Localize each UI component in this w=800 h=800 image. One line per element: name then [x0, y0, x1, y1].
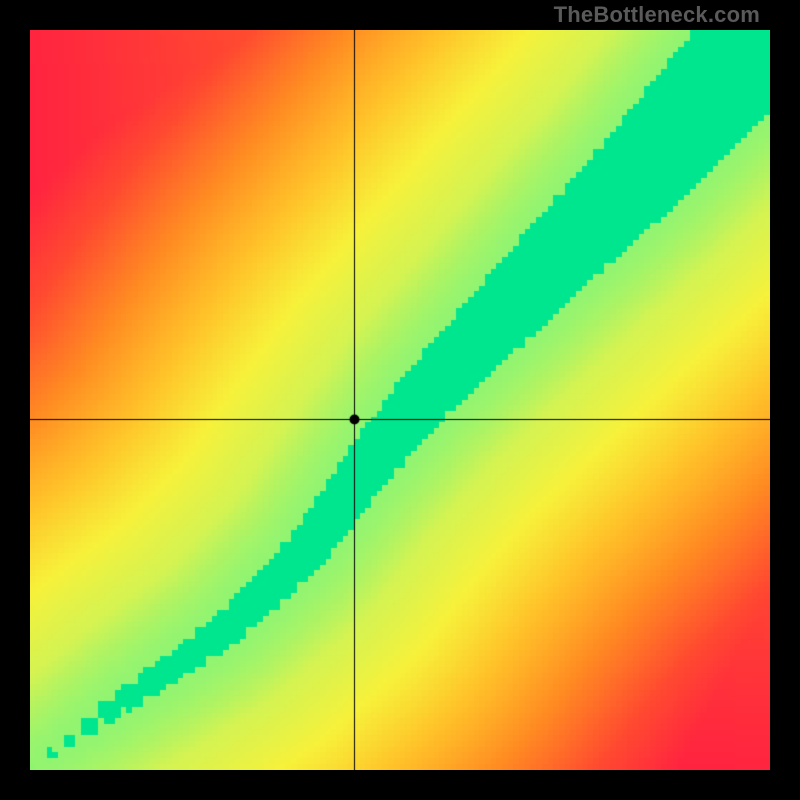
watermark-text: TheBottleneck.com [554, 2, 760, 28]
bottleneck-heatmap [30, 30, 770, 770]
chart-container: { "watermark": "TheBottleneck.com", "plo… [0, 0, 800, 800]
